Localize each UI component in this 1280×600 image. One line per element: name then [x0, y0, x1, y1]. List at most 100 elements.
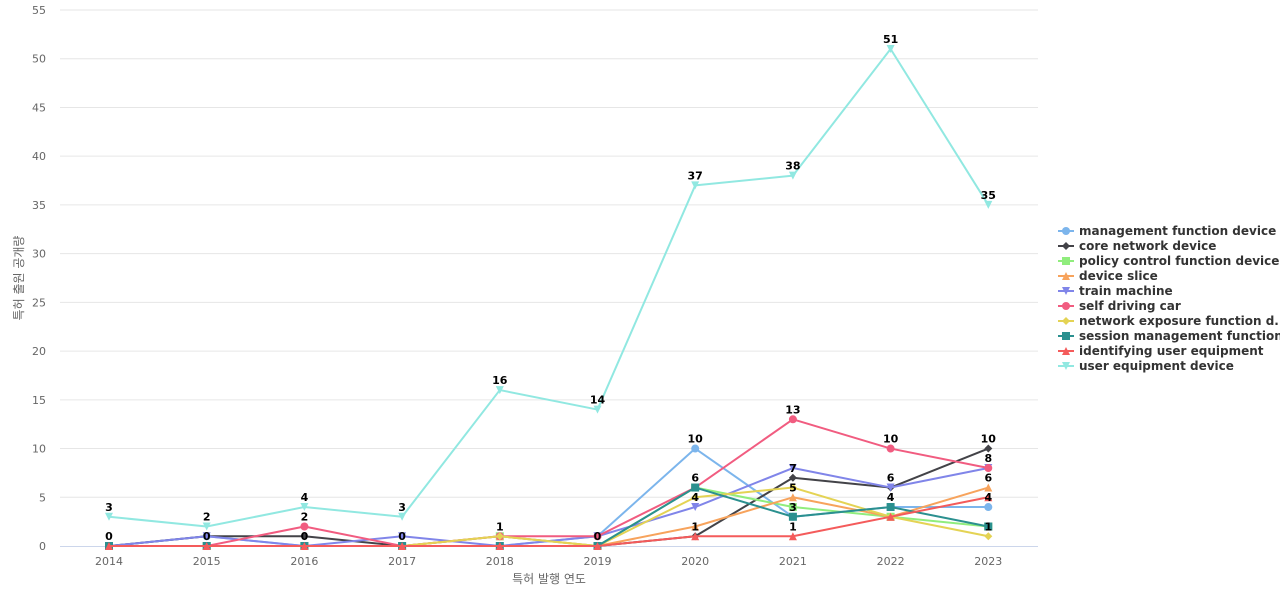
data-point	[691, 522, 700, 531]
data-point	[202, 522, 211, 531]
data-label: 10	[981, 433, 997, 446]
data-label: 0	[398, 530, 406, 543]
data-label: 1	[691, 520, 699, 533]
data-label: 0	[105, 530, 113, 543]
data-point	[593, 405, 602, 414]
data-label: 5	[789, 481, 797, 494]
x-tick-label: 2014	[95, 555, 123, 568]
data-label: 13	[785, 403, 800, 416]
data-point	[495, 386, 504, 395]
data-point	[202, 532, 211, 541]
data-label: 6	[887, 472, 895, 485]
x-tick-label: 2019	[584, 555, 612, 568]
legend-label: device slice	[1079, 269, 1158, 283]
data-point	[398, 532, 407, 541]
data-point	[593, 542, 602, 550]
legend-marker	[1062, 317, 1070, 325]
data-point	[202, 542, 211, 550]
legend-label: core network device	[1079, 239, 1216, 253]
series-8	[105, 493, 993, 550]
data-point	[105, 542, 113, 550]
data-label: 2	[301, 511, 309, 524]
data-label: 6	[984, 472, 992, 485]
x-tick-label: 2020	[681, 555, 709, 568]
data-point	[886, 483, 895, 492]
legend-item[interactable]: train machine	[1058, 284, 1173, 298]
data-label: 0	[594, 530, 602, 543]
data-point	[886, 512, 895, 521]
data-point	[984, 200, 993, 209]
series-layer	[105, 44, 993, 550]
data-label: 14	[590, 394, 606, 407]
legend-item[interactable]: management function device	[1058, 224, 1276, 238]
legend-item[interactable]: network exposure function d...	[1058, 314, 1280, 328]
data-point	[788, 503, 797, 512]
y-tick-label: 30	[32, 248, 46, 261]
data-label: 2	[203, 511, 211, 524]
data-label: 37	[688, 169, 703, 182]
data-label: 4	[984, 491, 992, 504]
data-label: 4	[301, 491, 309, 504]
data-point	[691, 503, 700, 512]
data-point	[984, 493, 993, 502]
legend-item[interactable]: session management function...	[1058, 329, 1280, 343]
legend-label: user equipment device	[1079, 359, 1234, 373]
legend-marker	[1062, 347, 1070, 355]
data-label: 0	[301, 530, 309, 543]
data-label: 3	[105, 501, 113, 514]
data-label: 0	[203, 530, 211, 543]
legend-item[interactable]: user equipment device	[1058, 359, 1234, 373]
data-label: 35	[981, 189, 996, 202]
data-point	[984, 503, 993, 512]
data-label: 1	[496, 520, 504, 533]
data-point	[495, 542, 504, 550]
data-point	[984, 483, 993, 492]
x-tick-label: 2015	[193, 555, 221, 568]
legend-item[interactable]: core network device	[1058, 239, 1216, 253]
data-label: 38	[785, 160, 800, 173]
y-axis-ticks: 0 5 10 15 20 25 30 35 40 45 50 55	[32, 4, 46, 553]
legend-label: self driving car	[1079, 299, 1181, 313]
data-point	[788, 512, 797, 521]
legend-marker	[1062, 302, 1070, 310]
legend-item[interactable]: self driving car	[1058, 299, 1181, 313]
series-line	[109, 418, 989, 547]
data-point	[886, 503, 895, 512]
data-point	[691, 483, 700, 492]
x-axis-title: 특허 발행 연도	[512, 571, 586, 586]
data-label: 16	[492, 374, 508, 387]
data-label: 10	[688, 433, 704, 446]
legend-label: network exposure function d...	[1079, 314, 1280, 328]
legend-item[interactable]: device slice	[1058, 269, 1158, 283]
legend-item[interactable]: policy control function device	[1058, 254, 1279, 268]
legend-marker	[1062, 257, 1070, 265]
data-point	[788, 171, 797, 180]
y-tick-label: 25	[32, 296, 46, 309]
legend-item[interactable]: identifying user equipment	[1058, 344, 1264, 358]
y-tick-label: 20	[32, 345, 46, 358]
data-label: 10	[883, 433, 899, 446]
y-tick-label: 35	[32, 199, 46, 212]
x-axis-ticks: 2014 2015 2016 2017 2018 2019 2020 2021 2022 2023	[95, 555, 1002, 568]
data-point	[984, 522, 993, 531]
data-label: 3	[789, 501, 797, 514]
data-point	[691, 444, 700, 453]
data-label: 4	[887, 491, 895, 504]
data-label: 8	[984, 452, 992, 465]
data-label: 3	[398, 501, 406, 514]
data-label: 1	[789, 520, 797, 533]
y-axis-title: 특허 출원 공개량	[12, 236, 26, 321]
data-point	[984, 532, 993, 541]
data-point	[300, 542, 309, 550]
data-point	[398, 512, 407, 521]
legend-label: identifying user equipment	[1079, 344, 1264, 358]
data-label: 1	[984, 520, 992, 533]
series-line	[108, 47, 990, 528]
x-tick-label: 2021	[779, 555, 807, 568]
legend-label: management function device	[1079, 224, 1276, 238]
data-labels: 3020420301611403710641381375315110643510…	[105, 33, 996, 543]
legend-marker	[1062, 332, 1070, 340]
legend-label: train machine	[1079, 284, 1173, 298]
